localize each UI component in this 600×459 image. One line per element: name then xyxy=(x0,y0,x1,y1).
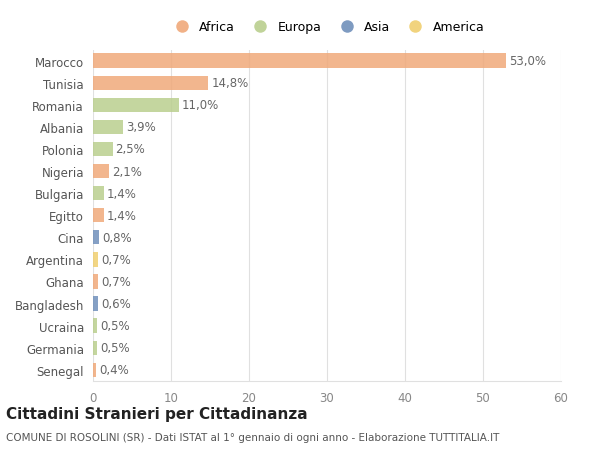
Bar xyxy=(93,76,208,91)
Bar xyxy=(93,297,98,311)
Legend: Africa, Europa, Asia, America: Africa, Europa, Asia, America xyxy=(166,17,488,38)
Bar xyxy=(93,98,179,113)
Bar xyxy=(93,142,113,157)
Text: 0,4%: 0,4% xyxy=(99,364,129,376)
Text: 14,8%: 14,8% xyxy=(212,77,249,90)
Bar xyxy=(93,164,109,179)
Text: 0,8%: 0,8% xyxy=(103,231,132,244)
Text: 0,5%: 0,5% xyxy=(100,341,130,354)
Text: 0,7%: 0,7% xyxy=(101,253,131,266)
Bar xyxy=(93,186,104,201)
Bar xyxy=(93,341,97,355)
Bar xyxy=(93,208,104,223)
Bar xyxy=(93,319,97,333)
Text: COMUNE DI ROSOLINI (SR) - Dati ISTAT al 1° gennaio di ogni anno - Elaborazione T: COMUNE DI ROSOLINI (SR) - Dati ISTAT al … xyxy=(6,432,499,442)
Bar xyxy=(93,54,506,69)
Text: Cittadini Stranieri per Cittadinanza: Cittadini Stranieri per Cittadinanza xyxy=(6,406,308,421)
Text: 2,5%: 2,5% xyxy=(116,143,145,156)
Bar xyxy=(93,252,98,267)
Bar xyxy=(93,230,99,245)
Text: 53,0%: 53,0% xyxy=(509,55,547,68)
Bar xyxy=(93,274,98,289)
Bar xyxy=(93,363,96,377)
Text: 3,9%: 3,9% xyxy=(127,121,156,134)
Text: 0,7%: 0,7% xyxy=(101,275,131,288)
Text: 0,5%: 0,5% xyxy=(100,319,130,332)
Text: 0,6%: 0,6% xyxy=(101,297,131,310)
Text: 1,4%: 1,4% xyxy=(107,187,137,200)
Text: 11,0%: 11,0% xyxy=(182,99,219,112)
Text: 1,4%: 1,4% xyxy=(107,209,137,222)
Bar xyxy=(93,120,124,135)
Text: 2,1%: 2,1% xyxy=(113,165,142,178)
